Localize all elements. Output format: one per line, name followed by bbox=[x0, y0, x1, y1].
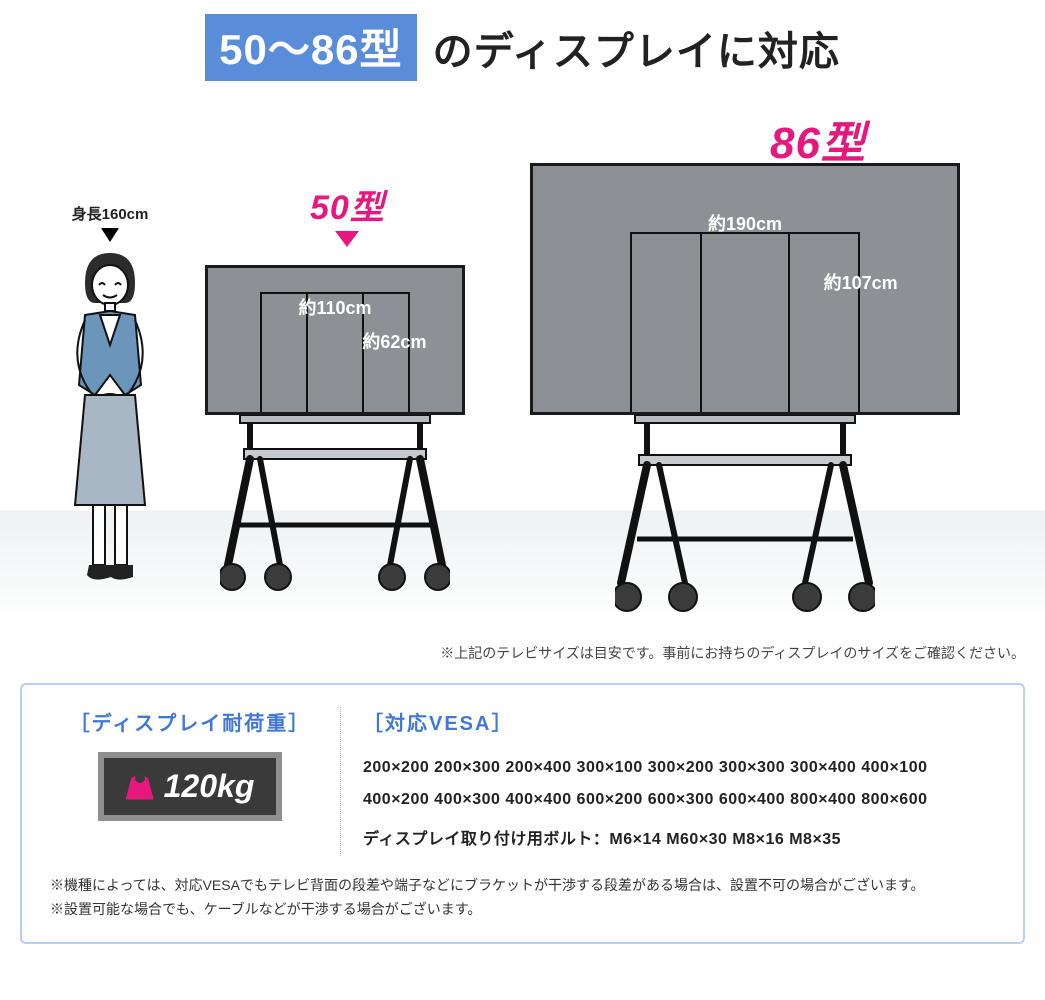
size-range-badge: 50〜86型 bbox=[205, 14, 416, 81]
spec-note-2: ※設置可能な場合でも、ケーブルなどが干渉する場合がございます。 bbox=[50, 898, 995, 922]
display-86: 約190cm 約107cm bbox=[530, 163, 960, 415]
stand-base-86 bbox=[615, 415, 875, 615]
weight-badge: 120kg bbox=[98, 752, 283, 821]
illustration-stage: 身長160cm 50型 86型 bbox=[0, 105, 1045, 625]
stand-86: 約190cm 約107cm bbox=[605, 163, 885, 615]
header-subtext: のディスプレイに対応 bbox=[433, 19, 840, 77]
display-86-width: 約190cm bbox=[533, 210, 957, 236]
person-height-text: 身長160cm bbox=[72, 206, 149, 223]
display-50-width: 約110cm bbox=[208, 294, 462, 320]
display-50: 約110cm 約62cm bbox=[205, 265, 465, 415]
down-triangle-icon bbox=[335, 231, 359, 247]
header: 50〜86型 のディスプレイに対応 bbox=[0, 0, 1045, 105]
spec-vesa-title: ［対応VESA］ bbox=[363, 707, 995, 736]
weight-value: 120kg bbox=[164, 768, 255, 805]
spec-note-1: ※機種によっては、対応VESAでもテレビ背面の段差や端子などにブラケットが干渉す… bbox=[50, 874, 995, 898]
size-footnote: ※上記のテレビサイズは目安です。事前にお持ちのディスプレイのサイズをご確認くださ… bbox=[0, 625, 1045, 679]
vertical-divider bbox=[340, 707, 341, 856]
size-label-50-text: 50型 bbox=[310, 189, 385, 227]
person-height-label: 身長160cm bbox=[65, 203, 155, 242]
display-86-height: 約107cm bbox=[824, 269, 898, 295]
spec-box: ［ディスプレイ耐荷重］ 120kg ［対応VESA］ 200×200 200×3… bbox=[20, 683, 1025, 944]
weight-icon bbox=[126, 774, 154, 800]
spec-load-title: ［ディスプレイ耐荷重］ bbox=[50, 707, 330, 736]
size-label-86-text: 86型 bbox=[770, 119, 866, 168]
spec-vesa-section: ［対応VESA］ 200×200 200×300 200×400 300×100… bbox=[351, 707, 995, 856]
mount-bracket-icon bbox=[630, 232, 860, 412]
bolt-spec-line: ディスプレイ取り付け用ボルト：M6×14 M60×30 M8×16 M8×35 bbox=[363, 824, 995, 856]
spec-load-section: ［ディスプレイ耐荷重］ 120kg bbox=[50, 707, 330, 856]
stand-50: 約110cm 約62cm bbox=[205, 265, 465, 615]
size-label-50: 50型 bbox=[310, 180, 385, 247]
display-50-height: 約62cm bbox=[362, 328, 426, 354]
person-illustration bbox=[55, 245, 165, 590]
down-triangle-icon bbox=[101, 228, 119, 242]
vesa-list-line1: 200×200 200×300 200×400 300×100 300×200 … bbox=[363, 752, 995, 784]
stand-base-50 bbox=[220, 415, 450, 615]
vesa-list-line2: 400×200 400×300 400×400 600×200 600×300 … bbox=[363, 784, 995, 816]
